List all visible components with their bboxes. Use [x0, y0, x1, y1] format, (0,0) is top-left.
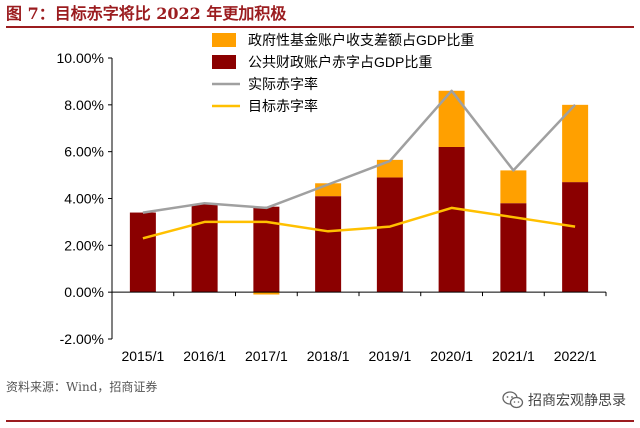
bar-public-deficit: [438, 146, 465, 293]
y-tick-label: 2.00%: [64, 237, 104, 253]
y-tick-label: 0.00%: [64, 284, 104, 300]
watermark: 招商宏观静思录: [502, 388, 626, 412]
legend-label: 政府性基金账户收支差额占GDP比重: [248, 32, 474, 48]
bar-gov-fund: [500, 170, 527, 204]
chart-area: -2.00% 0.00% 2.00% 4.00% 6.00% 8.00% 10.00% 201…: [57, 32, 607, 364]
legend-label: 实际赤字率: [248, 76, 318, 92]
bar-public-deficit: [562, 182, 589, 293]
figure-title: 图 7：目标赤字将比 2022 年更加积极: [6, 2, 634, 28]
bar-public-deficit: [191, 204, 218, 293]
x-tick-label: 2021/1: [492, 348, 535, 364]
y-tick-label: 4.00%: [64, 191, 104, 207]
bar-gov-fund: [438, 90, 465, 147]
bar-gov-fund: [376, 159, 403, 178]
source-note: 资料来源：Wind，招商证券: [6, 380, 158, 394]
y-tick-label: 6.00%: [64, 144, 104, 160]
legend-label: 目标赤字率: [248, 98, 318, 114]
watermark-text: 招商宏观静思录: [528, 393, 626, 409]
line-target-deficit: [142, 206, 576, 240]
x-tick-label: 2020/1: [430, 348, 473, 364]
x-tick-label: 2015/1: [121, 348, 164, 364]
bar-public-deficit: [315, 196, 342, 293]
x-tick-label: 2022/1: [554, 348, 597, 364]
line-actual-deficit: [142, 89, 577, 214]
x-tick-label: 2017/1: [245, 348, 288, 364]
x-tick-label: 2019/1: [368, 348, 411, 364]
y-tick-label: 10.00%: [57, 50, 104, 66]
bottom-rule: [6, 420, 634, 422]
bar-gov-fund: [253, 292, 280, 295]
legend-swatch: [212, 55, 236, 69]
y-tick-label: 8.00%: [64, 97, 104, 113]
legend-swatch: [212, 33, 236, 47]
bar-public-deficit: [376, 177, 403, 293]
bar-gov-fund: [562, 104, 589, 183]
x-tick-label: 2018/1: [307, 348, 350, 364]
legend-label: 公共财政账户赤字占GDP比重: [248, 54, 432, 70]
bar-public-deficit: [253, 206, 280, 293]
y-tick-label: -2.00%: [60, 331, 104, 347]
bar-public-deficit: [129, 212, 156, 293]
x-tick-label: 2016/1: [183, 348, 226, 364]
wechat-icon: [502, 391, 524, 409]
